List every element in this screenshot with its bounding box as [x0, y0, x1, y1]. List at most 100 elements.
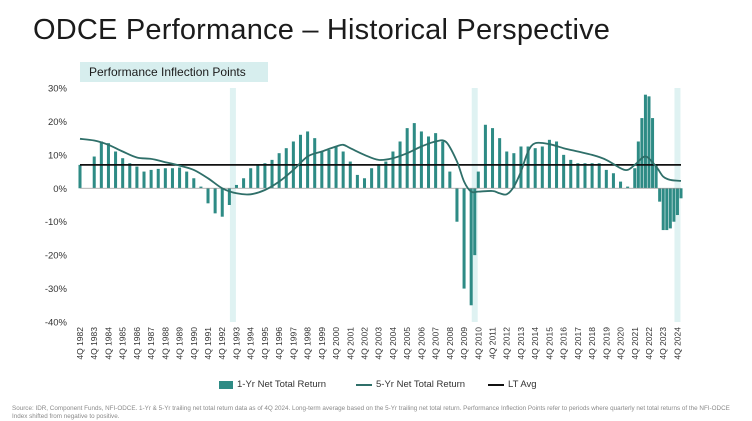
- x-tick-24: 4Q 2006: [416, 327, 426, 360]
- x-tick-23: 4Q 2005: [402, 327, 412, 360]
- x-tick-32: 4Q 2014: [530, 327, 540, 360]
- legend-label-avg: LT Avg: [508, 379, 537, 390]
- bar-84: [654, 164, 658, 189]
- x-tick-15: 4Q 1997: [288, 327, 298, 360]
- x-tick-1: 4Q 1983: [89, 327, 99, 360]
- bar-7: [135, 166, 139, 189]
- bar-83: [651, 118, 655, 189]
- x-tick-4: 4Q 1986: [132, 327, 142, 360]
- bar-59: [498, 138, 502, 189]
- bar-56: [476, 171, 480, 189]
- x-tick-6: 4Q 1988: [160, 327, 170, 360]
- bar-6: [128, 163, 132, 189]
- bar-38: [355, 174, 359, 189]
- x-tick-20: 4Q 2002: [360, 327, 370, 360]
- bar-80: [640, 118, 644, 189]
- bar-55: [473, 188, 477, 256]
- subtitle-badge: Performance Inflection Points: [80, 62, 268, 82]
- bar-32: [313, 138, 317, 189]
- bar-68: [562, 154, 566, 189]
- x-tick-21: 4Q 2003: [374, 327, 384, 360]
- x-tick-28: 4Q 2010: [473, 327, 483, 360]
- bar-4: [114, 151, 118, 189]
- bar-15: [192, 178, 196, 189]
- bar-46: [412, 123, 416, 189]
- bar-20: [227, 188, 231, 205]
- bar-30: [298, 134, 302, 189]
- bar-43: [391, 151, 395, 189]
- y-tick-3: 0%: [53, 184, 67, 195]
- x-tick-41: 4Q 2023: [658, 327, 668, 360]
- bar-18: [213, 188, 217, 214]
- x-tick-34: 4Q 2016: [559, 327, 569, 360]
- x-tick-25: 4Q 2007: [431, 327, 441, 360]
- bar-34: [327, 149, 331, 189]
- legend-swatch-bars: [219, 380, 233, 389]
- bar-22: [242, 178, 246, 189]
- bar-82: [647, 96, 651, 189]
- x-tick-37: 4Q 2019: [601, 327, 611, 360]
- x-tick-12: 4Q 1994: [246, 327, 256, 360]
- y-tick-6: -30%: [45, 284, 68, 295]
- x-tick-10: 4Q 1992: [217, 327, 227, 360]
- bar-23: [249, 168, 253, 189]
- bar-91: [679, 188, 683, 199]
- bar-19: [220, 188, 224, 217]
- legend-item-avg: LT Avg: [488, 379, 537, 390]
- bar-37: [348, 161, 352, 189]
- bar-9: [149, 169, 153, 189]
- bar-72: [590, 163, 594, 189]
- legend-swatch-line: [356, 383, 372, 386]
- legend-swatch-avg: [488, 383, 504, 386]
- bar-64: [533, 148, 537, 189]
- bar-78: [633, 168, 637, 189]
- x-tick-18: 4Q 2000: [331, 327, 341, 360]
- bar-42: [384, 161, 388, 189]
- bar-76: [619, 181, 623, 189]
- legend-label-line: 5-Yr Net Total Return: [376, 379, 466, 390]
- x-tick-11: 4Q 1993: [232, 327, 242, 360]
- bar-21: [234, 184, 238, 189]
- bar-41: [377, 164, 381, 189]
- bar-16: [199, 186, 203, 189]
- y-tick-0: 30%: [48, 84, 68, 95]
- bar-52: [455, 188, 459, 222]
- bar-70: [576, 163, 580, 189]
- bar-69: [569, 159, 573, 189]
- performance-chart: 30%20%10%0%-10%-20%-30%-40% 4Q 1982 4Q 19…: [45, 84, 683, 360]
- bar-57: [483, 124, 487, 189]
- x-tick-27: 4Q 2009: [459, 327, 469, 360]
- bar-33: [320, 151, 324, 189]
- bar-87: [665, 188, 669, 231]
- bar-14: [185, 171, 189, 189]
- bar-63: [526, 146, 530, 189]
- bar-13: [178, 167, 182, 189]
- bar-62: [519, 146, 523, 189]
- bar-61: [512, 153, 516, 189]
- x-tick-39: 4Q 2021: [630, 327, 640, 360]
- bar-54: [469, 188, 473, 306]
- x-tick-9: 4Q 1991: [203, 327, 213, 360]
- bar-31: [306, 131, 310, 189]
- x-tick-38: 4Q 2020: [616, 327, 626, 360]
- x-tick-2: 4Q 1984: [103, 327, 113, 360]
- y-tick-7: -40%: [45, 318, 68, 329]
- x-tick-14: 4Q 1996: [274, 327, 284, 360]
- bar-73: [597, 163, 601, 189]
- bar-28: [284, 148, 288, 189]
- bar-24: [256, 164, 260, 189]
- bar-48: [426, 136, 431, 189]
- bar-5: [121, 158, 125, 189]
- x-tick-labels: 4Q 1982 4Q 1983 4Q 1984 4Q 1985 4Q 1986 4Q 19…: [75, 327, 682, 360]
- x-tick-31: 4Q 2013: [516, 327, 526, 360]
- y-tick-4: -10%: [45, 217, 68, 228]
- bar-36: [341, 151, 345, 189]
- five-year-line: [79, 137, 682, 196]
- x-tick-13: 4Q 1995: [260, 327, 270, 360]
- bar-58: [491, 128, 495, 189]
- bar-53: [462, 188, 466, 289]
- x-tick-26: 4Q 2008: [445, 327, 455, 360]
- x-tick-42: 4Q 2024: [672, 327, 682, 360]
- x-tick-22: 4Q 2004: [388, 327, 398, 360]
- x-tick-19: 4Q 2001: [345, 327, 355, 360]
